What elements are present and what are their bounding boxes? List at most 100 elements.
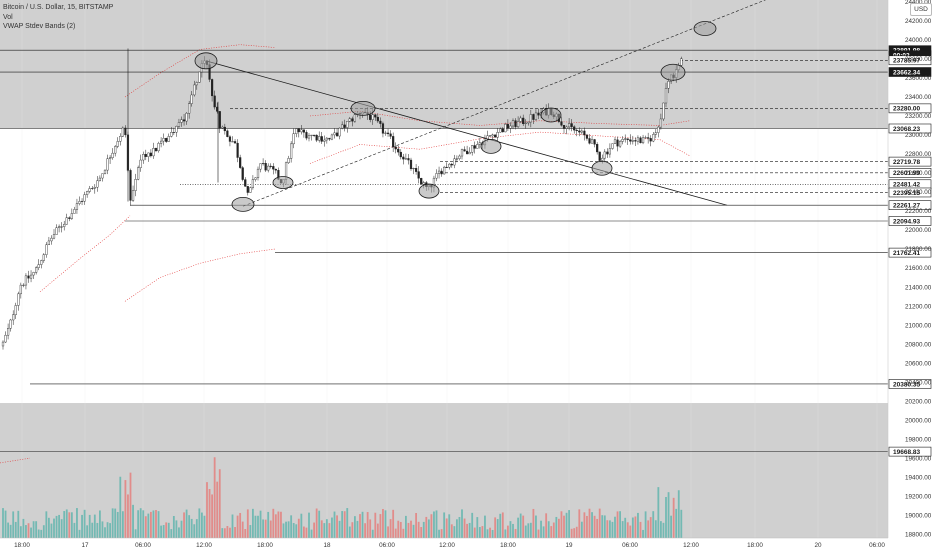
volume-bar xyxy=(407,522,410,538)
volume-bar xyxy=(287,521,290,538)
price-tick-label: 22200.00 xyxy=(905,208,932,215)
volume-bar xyxy=(558,518,560,538)
price-tick-label: 20800.00 xyxy=(905,341,932,348)
volume-bar xyxy=(466,523,468,538)
candle-body xyxy=(111,152,114,158)
volume-bar xyxy=(509,521,512,538)
volume-bar xyxy=(42,525,45,538)
currency-button[interactable]: USD xyxy=(910,3,932,16)
candle-body xyxy=(422,182,425,185)
volume-bar xyxy=(394,528,397,538)
candle-body xyxy=(641,137,645,144)
level-label-box xyxy=(888,247,932,258)
candle-body xyxy=(652,134,655,142)
volume-bar xyxy=(40,529,43,538)
volume-bar xyxy=(203,515,206,538)
ascending-dashed-trendline xyxy=(242,0,767,207)
volume-bar xyxy=(440,529,443,538)
candle-body xyxy=(437,170,441,174)
volume-bar xyxy=(343,511,346,538)
level-label-box xyxy=(888,156,932,167)
candle-body xyxy=(239,157,242,168)
volume-bar xyxy=(318,510,321,538)
volume-bar xyxy=(25,525,27,538)
volume-bar xyxy=(305,527,308,538)
volume-bar xyxy=(170,529,173,538)
volume-bar xyxy=(565,512,568,538)
annotation-ellipse xyxy=(194,52,218,70)
candle-body xyxy=(468,152,471,155)
candle-body xyxy=(93,186,96,189)
candle-body xyxy=(213,95,216,108)
price-tick-label: 20200.00 xyxy=(905,398,932,405)
candle-body xyxy=(80,200,84,202)
level-label: 22094.93 xyxy=(893,218,920,225)
candle-body xyxy=(162,137,165,142)
volume-bar xyxy=(165,522,168,538)
level-label: 21762.41 xyxy=(893,250,920,257)
candle-body xyxy=(177,122,181,127)
candle-body xyxy=(532,114,535,120)
volume-bar xyxy=(178,527,180,538)
levels-layer: 23891.9800:0223785.9723662.3423280.00230… xyxy=(0,45,932,457)
volume-bar xyxy=(63,511,66,538)
volume-bar xyxy=(672,497,675,538)
candle-body xyxy=(86,191,89,195)
candle-body xyxy=(70,213,73,219)
candle-body xyxy=(486,135,489,140)
candle-body xyxy=(392,136,395,148)
volume-bar xyxy=(172,515,175,538)
volume-bar xyxy=(387,526,389,538)
volume-bar xyxy=(443,512,446,538)
volume-bar xyxy=(96,522,99,538)
volume-bar xyxy=(336,515,338,538)
volume-bar xyxy=(7,522,9,538)
level-label: 22601.99 xyxy=(893,170,920,177)
candle-body xyxy=(562,125,566,129)
level-label-box xyxy=(888,123,932,134)
candle-body xyxy=(580,130,583,133)
candle-body xyxy=(78,201,81,204)
time-tick-label: 06:00 xyxy=(379,542,395,549)
candle-body xyxy=(244,179,247,187)
volume-bar xyxy=(272,508,275,538)
candle-body xyxy=(185,112,188,122)
volume-bar xyxy=(244,529,247,538)
candle-body xyxy=(369,114,372,120)
volume-bar xyxy=(150,511,152,538)
candle-body xyxy=(499,128,502,133)
price-tick-label: 24000.00 xyxy=(905,37,932,44)
volume-bar xyxy=(328,523,331,538)
candle-body xyxy=(537,112,540,116)
volume-bar xyxy=(456,519,458,538)
volume-bar xyxy=(517,517,519,538)
volume-bar xyxy=(226,526,229,538)
candle-body xyxy=(529,114,532,123)
candle-body xyxy=(524,122,527,124)
volume-bar xyxy=(185,509,188,538)
volume-bar xyxy=(14,521,17,538)
candle-body xyxy=(9,319,12,329)
volume-bar xyxy=(489,527,491,538)
volume-bar xyxy=(468,522,471,538)
volume-bar xyxy=(624,517,627,538)
candle-body xyxy=(307,135,311,139)
volume-bar xyxy=(282,523,285,538)
annotation-ellipse xyxy=(350,100,376,116)
candle-body xyxy=(159,140,163,144)
volume-bar xyxy=(48,517,50,538)
candle-body xyxy=(501,128,504,133)
candle-body xyxy=(598,151,601,161)
volume-bar xyxy=(300,513,303,538)
candle-body xyxy=(147,152,150,157)
candle-body xyxy=(494,134,497,138)
volume-bar xyxy=(218,469,221,538)
volume-bar xyxy=(514,528,517,538)
volume-bar xyxy=(535,515,537,538)
time-tick-label: 06:00 xyxy=(869,542,885,549)
volume-bar xyxy=(27,523,30,538)
volume-bar xyxy=(614,516,616,538)
volume-bar xyxy=(376,523,379,538)
volume-bar xyxy=(463,518,466,538)
